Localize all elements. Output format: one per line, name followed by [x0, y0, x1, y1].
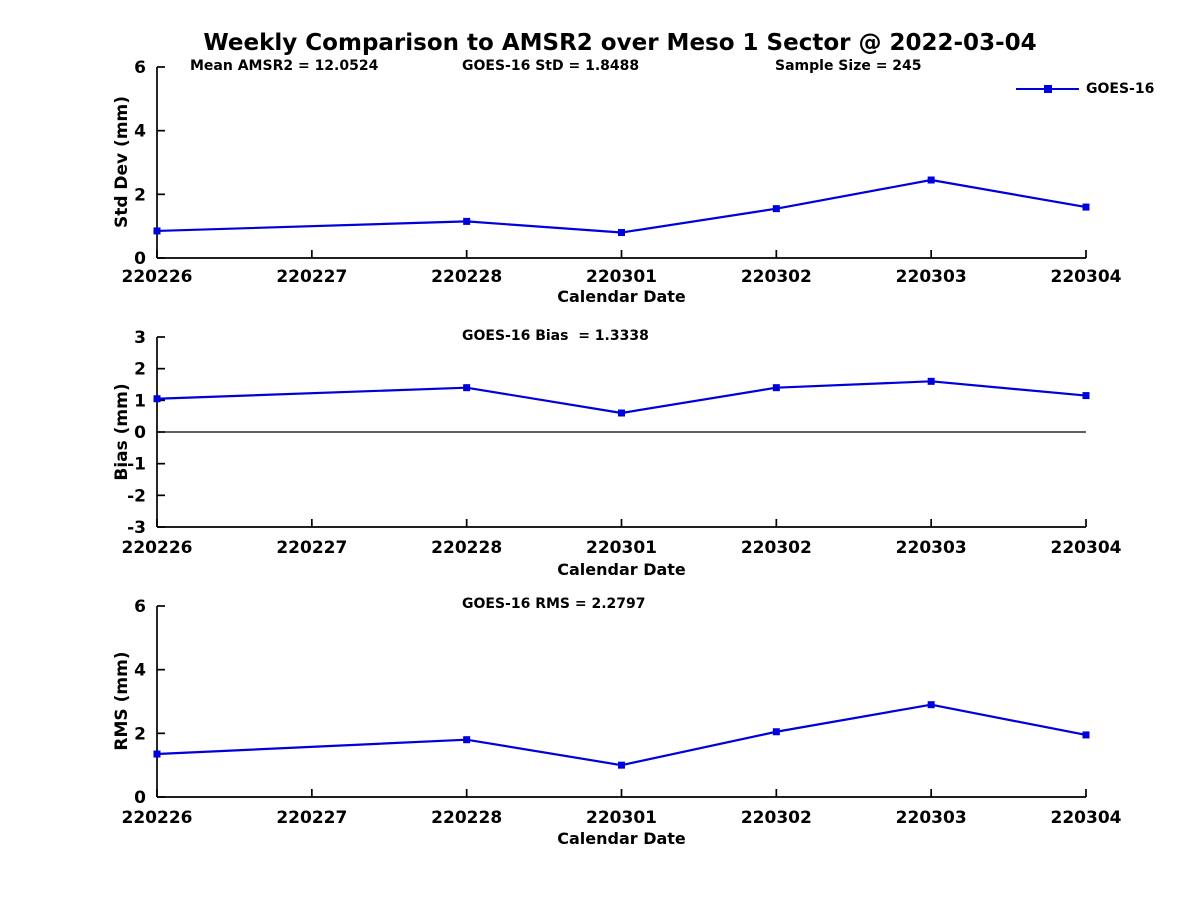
GOES-16-data-point-marker: [772, 384, 780, 392]
y-tick-label: -3: [127, 518, 146, 538]
GOES-16-data-point-marker: [1082, 203, 1090, 211]
GOES-16-line: [155, 178, 1088, 234]
GOES-16-data-point-marker: [1082, 392, 1090, 400]
legend-label: GOES-16: [1086, 81, 1155, 97]
xlabel-bias: Calendar Date: [557, 560, 686, 579]
x-tick-label: 220227: [276, 538, 347, 558]
rms-subplot: 0 2 4 6 220226 220227 220228 220301 220302 220303…: [122, 597, 1122, 828]
x-tick-label: 220301: [586, 808, 657, 828]
GOES-16-data-point-marker: [927, 701, 935, 709]
bias-subplot-title: GOES-16 Bias = 1.3338: [462, 328, 649, 344]
xlabel-rms: Calendar Date: [557, 829, 686, 848]
x-tick-label: 220226: [122, 808, 193, 828]
annotation-goes16-std: GOES-16 StD = 1.8488: [462, 58, 640, 74]
y-tick-label: 3: [134, 328, 146, 348]
ylabel-std-dev: Std Dev (mm): [112, 95, 132, 229]
y-tick-label: 4: [134, 122, 146, 142]
y-tick-label: -2: [127, 486, 146, 506]
x-tick-label: 220304: [1051, 808, 1122, 828]
y-tick-label: 0: [134, 423, 146, 443]
GOES-16-line: [155, 703, 1088, 767]
x-tick-label: 220303: [896, 808, 967, 828]
GOES-16-data-point-marker: [463, 217, 471, 225]
y-tick-label: 2: [134, 724, 146, 744]
x-tick-label: 220227: [276, 808, 347, 828]
GOES-16-data-point-marker: [153, 395, 161, 403]
x-tick-label: 220228: [431, 538, 502, 558]
x-tick-label: 220304: [1051, 267, 1122, 287]
GOES-16-data-point-marker: [927, 176, 935, 184]
x-tick-label: 220228: [431, 808, 502, 828]
y-tick-label: 2: [134, 185, 146, 205]
y-tick-label: 0: [134, 788, 146, 808]
GOES-16-data-point-marker: [772, 205, 780, 213]
x-tick-label: 220301: [586, 538, 657, 558]
legend-square-marker-icon: [1043, 85, 1052, 93]
GOES-16-data-point-marker: [153, 227, 161, 235]
main-title: Weekly Comparison to AMSR2 over Meso 1 S…: [203, 30, 1037, 56]
GOES-16-data-point-marker: [463, 736, 471, 744]
x-tick-label: 220301: [586, 267, 657, 287]
annotation-sample-size: Sample Size = 245: [775, 58, 922, 74]
y-tick-label: -1: [127, 455, 146, 475]
y-tick-label: 6: [134, 58, 146, 78]
x-tick-label: 220303: [896, 538, 967, 558]
y-tick-label: 0: [134, 249, 146, 269]
GOES-16-line: [155, 380, 1088, 415]
y-tick-label: 2: [134, 360, 146, 380]
rms-subplot-title: GOES-16 RMS = 2.2797: [462, 596, 646, 612]
GOES-16-data-point-marker: [1082, 731, 1090, 739]
GOES-16-data-point-marker: [153, 750, 161, 758]
GOES-16-data-point-marker: [463, 384, 471, 392]
x-tick-label: 220226: [122, 267, 193, 287]
GOES-16-data-point-marker: [618, 409, 625, 417]
x-tick-label: 220303: [896, 267, 967, 287]
GOES-16-data-point-marker: [772, 728, 780, 736]
legend-line-sample: [1016, 85, 1079, 93]
x-tick-label: 220302: [741, 808, 812, 828]
y-tick-label: 6: [134, 597, 146, 617]
x-tick-label: 220302: [741, 538, 812, 558]
x-tick-label: 220226: [122, 538, 193, 558]
legend: GOES-16: [1016, 81, 1154, 97]
x-tick-label: 220227: [276, 267, 347, 287]
x-tick-label: 220302: [741, 267, 812, 287]
GOES-16-data-point-marker: [618, 229, 625, 237]
x-tick-label: 220304: [1051, 538, 1122, 558]
x-tick-label: 220228: [431, 267, 502, 287]
std-dev-subplot: 0 2 4 6 220226 220227 220228 220301 220302 220303…: [122, 58, 1122, 287]
y-tick-label: 4: [134, 661, 146, 681]
GOES-16-data-point-marker: [927, 377, 935, 385]
ylabel-bias: Bias (mm): [112, 383, 132, 481]
GOES-16-data-point-marker: [618, 761, 625, 769]
y-tick-label: 1: [134, 391, 146, 411]
annotation-mean-amsr2: Mean AMSR2 = 12.0524: [190, 58, 379, 74]
xlabel-std-dev: Calendar Date: [557, 287, 686, 306]
ylabel-rms: RMS (mm): [112, 651, 132, 751]
